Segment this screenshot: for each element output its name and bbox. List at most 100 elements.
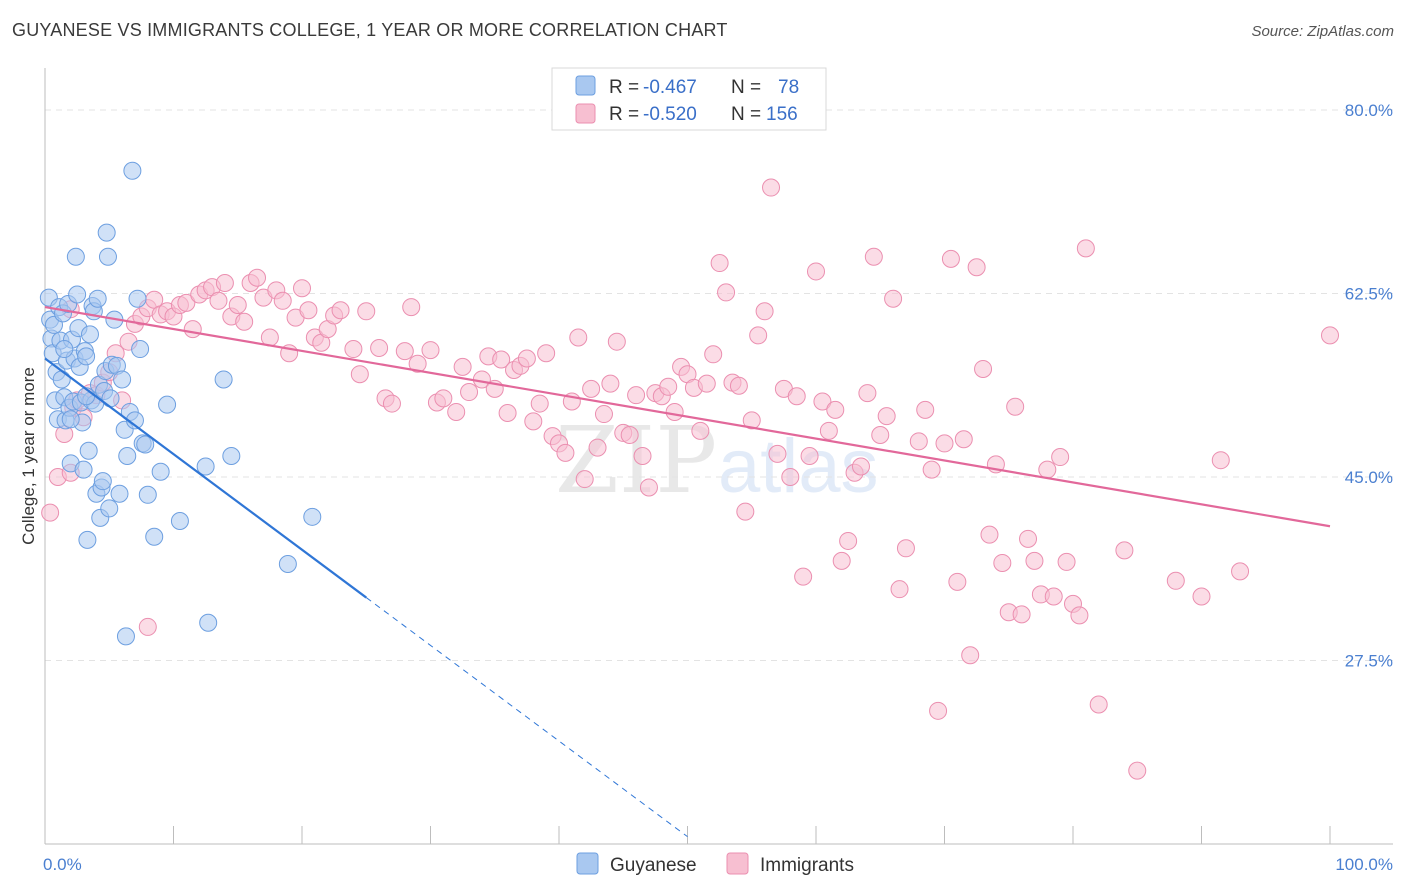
- guyanese-point: [131, 340, 150, 359]
- stats-r-label-guyanese: R =: [609, 77, 639, 98]
- legend-swatch-immigrants[interactable]: [726, 852, 749, 875]
- immigrants-point: [601, 374, 620, 393]
- immigrants-point: [807, 262, 825, 281]
- immigrants-point: [922, 460, 941, 479]
- guyanese-point: [110, 484, 129, 503]
- guyanese-point: [80, 325, 99, 344]
- guyanese-point: [138, 485, 157, 504]
- immigrants-point: [742, 411, 761, 430]
- immigrants-trend-line: [44, 306, 1331, 528]
- immigrants-point: [357, 302, 376, 321]
- immigrants-point: [395, 342, 414, 361]
- stats-r-value-immigrants: -0.520: [643, 104, 697, 125]
- immigrants-point: [1057, 552, 1076, 571]
- guyanese-point: [74, 460, 93, 479]
- guyanese-point: [97, 223, 116, 242]
- guyanese-point: [66, 247, 85, 266]
- immigrants-point: [370, 338, 389, 357]
- legend-label-immigrants[interactable]: Immigrants: [760, 855, 854, 876]
- guyanese-point: [113, 370, 132, 389]
- immigrants-point: [813, 392, 832, 411]
- immigrants-point: [228, 295, 247, 314]
- immigrants-point: [209, 291, 228, 310]
- immigrants-point: [858, 384, 877, 403]
- immigrants-point: [235, 312, 254, 331]
- immigrants-point: [1076, 239, 1095, 258]
- y-tick-labels: 27.5% 45.0% 62.5% 80.0%: [1345, 101, 1393, 671]
- immigrants-point: [1115, 541, 1134, 560]
- x-tick-label-max: 100.0%: [1335, 855, 1393, 874]
- stats-r-label-immigrants: R =: [609, 104, 639, 125]
- immigrants-point: [633, 447, 652, 465]
- immigrants-point: [877, 407, 896, 426]
- guyanese-point: [78, 530, 97, 549]
- immigrants-point: [421, 341, 440, 360]
- guyanese-point: [222, 447, 241, 465]
- immigrants-point: [871, 426, 890, 445]
- immigrants-point: [967, 258, 986, 277]
- stats-n-label-immigrants: N =: [731, 104, 761, 125]
- immigrants-point: [639, 478, 658, 497]
- immigrants-point: [331, 301, 350, 320]
- y-tick-label: 80.0%: [1345, 101, 1393, 120]
- guyanese-point: [199, 613, 218, 632]
- guyanese-point: [151, 462, 170, 481]
- immigrants-point: [492, 350, 511, 369]
- guyanese-point: [77, 347, 96, 366]
- stats-swatch-immigrants: [575, 103, 596, 124]
- immigrants-point: [826, 400, 845, 419]
- immigrants-point: [575, 470, 594, 489]
- immigrants-point: [434, 389, 453, 408]
- immigrants-point: [697, 374, 716, 393]
- immigrants-point: [138, 617, 157, 636]
- guyanese-point: [101, 389, 120, 408]
- legend-label-guyanese[interactable]: Guyanese: [610, 855, 697, 876]
- immigrants-point: [556, 443, 575, 462]
- immigrants-point: [1025, 551, 1044, 570]
- guyanese-point: [278, 555, 297, 574]
- immigrants-point: [537, 344, 556, 363]
- immigrants-point: [453, 357, 472, 376]
- immigrants-point: [864, 247, 883, 266]
- immigrants-point: [839, 531, 858, 550]
- immigrants-point: [447, 402, 466, 421]
- stats-n-label-guyanese: N =: [731, 77, 761, 98]
- guyanese-point: [136, 435, 155, 454]
- stats-n-value-immigrants: 156: [766, 104, 798, 125]
- immigrants-point: [1038, 460, 1057, 479]
- immigrants-point: [794, 567, 813, 586]
- immigrants-point: [755, 302, 774, 321]
- chart-source: Source: ZipAtlas.com: [1251, 23, 1394, 40]
- stats-legend: R = -0.467 N = 78 R = -0.520 N = 156: [551, 67, 827, 131]
- immigrants-point: [781, 467, 800, 486]
- guyanese-trend-line: [44, 357, 367, 599]
- immigrants-point: [736, 502, 755, 521]
- immigrants-point: [293, 279, 311, 298]
- guyanese-point: [158, 395, 177, 414]
- immigrants-point: [659, 377, 678, 396]
- guyanese-point: [128, 289, 147, 308]
- y-tick-label: 27.5%: [1345, 651, 1393, 670]
- immigrants-point: [1166, 571, 1185, 590]
- immigrants-point: [909, 432, 928, 451]
- y-tick-label: 62.5%: [1345, 284, 1393, 303]
- immigrants-point: [954, 430, 973, 449]
- guyanese-point: [55, 340, 74, 359]
- immigrants-point: [569, 328, 588, 347]
- immigrants-point: [729, 376, 748, 395]
- immigrants-point: [762, 178, 781, 197]
- immigrants-point: [916, 400, 935, 419]
- guyanese-point: [88, 289, 107, 308]
- immigrants-point: [524, 412, 543, 431]
- guyanese-trend-extension: [365, 597, 688, 838]
- x-ticks: [173, 826, 1331, 844]
- immigrants-point: [1089, 695, 1108, 714]
- immigrants-point: [787, 387, 806, 406]
- stats-swatch-guyanese: [575, 75, 596, 96]
- immigrants-point: [961, 646, 980, 665]
- immigrants-point: [299, 301, 318, 320]
- immigrants-point: [273, 291, 292, 310]
- stats-legend-box: [551, 67, 827, 131]
- legend-swatch-guyanese[interactable]: [576, 852, 599, 875]
